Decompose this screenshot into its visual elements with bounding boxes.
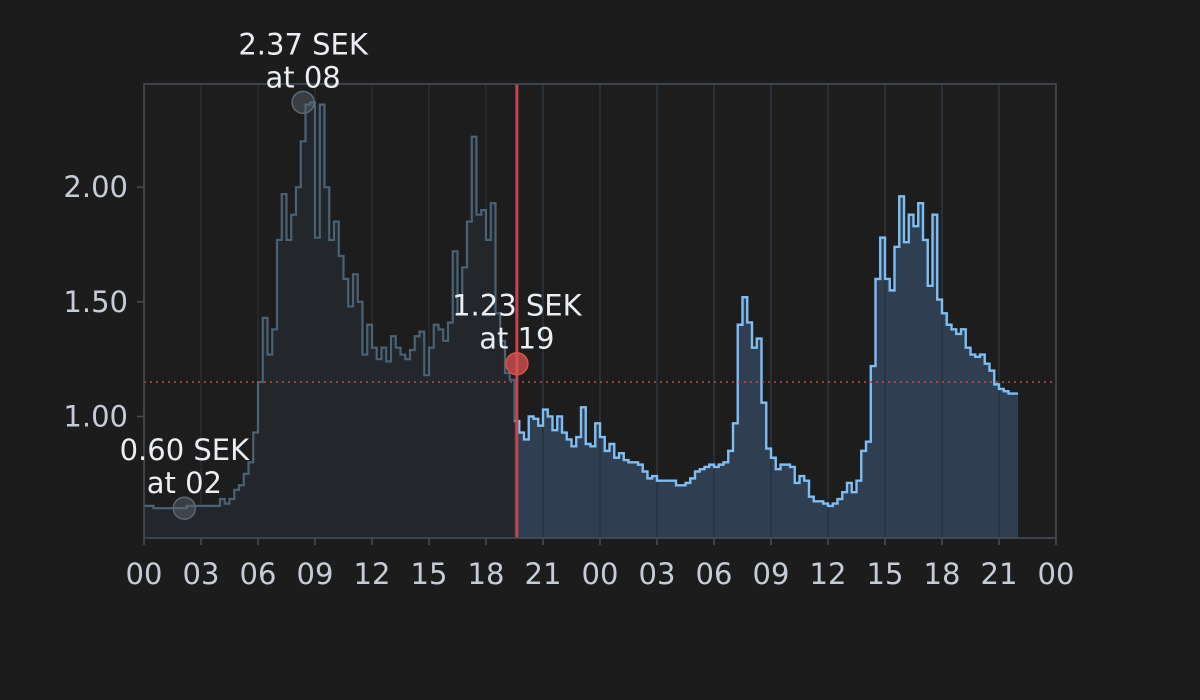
max-marker <box>291 90 315 115</box>
area-fill <box>144 84 1018 539</box>
reference-layer <box>144 84 1056 538</box>
x-tick-label: 09 <box>753 557 790 591</box>
max-annotation-time: at 08 <box>265 60 340 94</box>
x-tick-label: 00 <box>1038 557 1075 591</box>
y-axis: 1.00 1.50 2.00 <box>63 170 144 433</box>
y-tick-label: 1.00 <box>63 399 128 433</box>
min-marker <box>172 496 197 520</box>
max-annotation-value: 2.37 SEK <box>238 27 369 61</box>
x-tick-label: 09 <box>297 557 334 591</box>
min-annotation-value: 0.60 SEK <box>120 433 251 467</box>
past-area-fill <box>144 102 515 538</box>
y-tick-label: 2.00 <box>63 170 128 204</box>
x-tick-label: 12 <box>810 557 847 591</box>
current-annotation-value: 1.23 SEK <box>452 289 583 323</box>
x-tick-label: 15 <box>411 557 448 591</box>
min-annotation-time: at 02 <box>147 466 222 500</box>
x-tick-label: 15 <box>867 557 904 591</box>
future-area-fill <box>514 196 1018 539</box>
x-tick-label: 12 <box>354 557 391 591</box>
x-tick-label: 00 <box>126 557 163 591</box>
y-tick-label: 1.50 <box>63 285 128 319</box>
x-tick-label: 18 <box>468 557 505 591</box>
x-tick-label: 21 <box>981 557 1018 591</box>
x-tick-label: 06 <box>696 557 733 591</box>
x-tick-label: 18 <box>924 557 961 591</box>
past-price-line <box>144 101 520 510</box>
price-lines <box>144 101 1018 510</box>
current-annotation-time: at 19 <box>479 322 554 356</box>
current-marker <box>505 351 529 376</box>
x-tick-label: 03 <box>183 557 220 591</box>
x-tick-label: 03 <box>639 557 676 591</box>
future-price-line <box>514 195 1018 508</box>
x-tick-label: 00 <box>582 557 619 591</box>
x-tick-label: 21 <box>525 557 562 591</box>
x-axis: 00 03 06 09 12 15 18 21 00 03 06 09 12 15 18 21 00 <box>126 538 1075 591</box>
x-tick-label: 06 <box>240 557 277 591</box>
